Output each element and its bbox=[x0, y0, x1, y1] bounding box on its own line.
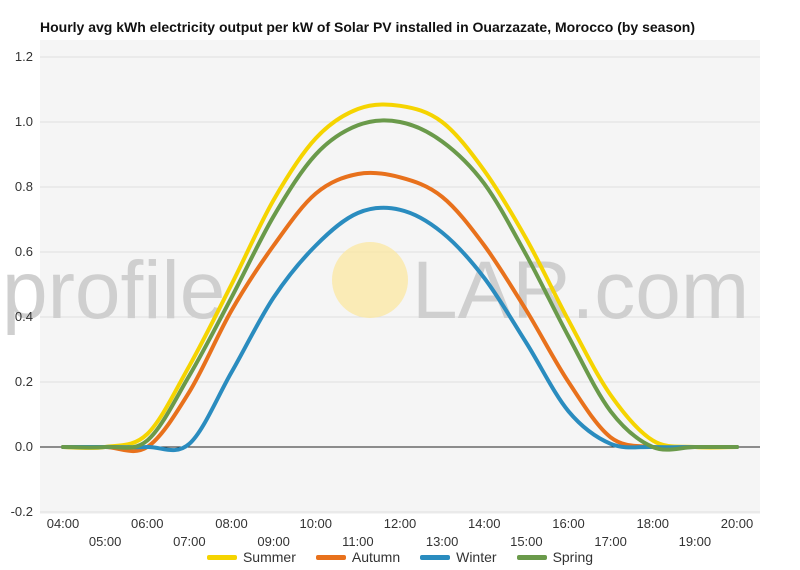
series-line-spring bbox=[61, 118, 739, 452]
y-tick-label: 0.8 bbox=[15, 179, 33, 194]
x-tick-label: 14:00 bbox=[468, 516, 501, 531]
legend-item-spring[interactable]: Spring bbox=[516, 549, 594, 565]
x-tick-label: 11:00 bbox=[342, 534, 374, 549]
legend-item-summer[interactable]: Summer bbox=[206, 549, 296, 565]
legend-swatch bbox=[206, 554, 237, 560]
x-tick-label: 12:00 bbox=[384, 516, 417, 531]
y-tick-label: 1.2 bbox=[15, 49, 33, 64]
series-lines bbox=[61, 102, 739, 454]
y-axis-ticks: -0.2 0.0 0.2 0.4 0.6 0.8 1.0 1.2 bbox=[11, 49, 33, 519]
legend-item-autumn[interactable]: Autumn bbox=[315, 549, 401, 565]
legend-label: Winter bbox=[456, 549, 497, 565]
x-tick-label: 16:00 bbox=[552, 516, 585, 531]
watermark-sun-icon bbox=[332, 242, 408, 318]
x-tick-label: 20:00 bbox=[721, 516, 754, 531]
x-axis-ticks: 04:00 05:00 06:00 07:00 08:00 09:00 10:00 11:00… bbox=[47, 516, 754, 549]
chart-title: Hourly avg kWh electricity output per kW… bbox=[40, 19, 696, 35]
x-tick-label: 10:00 bbox=[299, 516, 332, 531]
watermark-text-right: LAR.com bbox=[412, 245, 749, 336]
x-tick-label: 06:00 bbox=[131, 516, 164, 531]
legend-label: Spring bbox=[552, 549, 594, 565]
x-tick-label: 13:00 bbox=[426, 534, 459, 549]
x-tick-label: 17:00 bbox=[594, 534, 627, 549]
legend: Summer Autumn Winter Spring bbox=[0, 549, 800, 565]
series-line-winter bbox=[61, 205, 739, 453]
legend-label: Autumn bbox=[351, 549, 401, 565]
x-tick-label: 05:00 bbox=[89, 534, 122, 549]
y-tick-label: 0.6 bbox=[15, 244, 33, 259]
legend-swatch bbox=[420, 554, 451, 560]
y-tick-label: 0.0 bbox=[15, 439, 33, 454]
legend-label: Summer bbox=[242, 549, 296, 565]
x-tick-label: 15:00 bbox=[510, 534, 543, 549]
x-tick-label: 19:00 bbox=[679, 534, 712, 549]
x-tick-label: 09:00 bbox=[257, 534, 290, 549]
x-tick-label: 04:00 bbox=[47, 516, 80, 531]
y-tick-label: 0.2 bbox=[15, 374, 33, 389]
x-tick-label: 08:00 bbox=[215, 516, 248, 531]
legend-swatch bbox=[516, 554, 547, 560]
series-line-autumn bbox=[61, 170, 739, 454]
y-tick-label: 1.0 bbox=[15, 114, 33, 129]
legend-item-winter[interactable]: Winter bbox=[420, 549, 497, 565]
legend-swatch bbox=[315, 554, 346, 560]
watermark-text-left: profile bbox=[2, 245, 225, 336]
y-tick-label: 0.4 bbox=[15, 309, 33, 324]
x-tick-label: 18:00 bbox=[636, 516, 669, 531]
y-tick-label: -0.2 bbox=[11, 504, 33, 519]
series-line-summer bbox=[61, 102, 739, 450]
x-tick-label: 07:00 bbox=[173, 534, 206, 549]
